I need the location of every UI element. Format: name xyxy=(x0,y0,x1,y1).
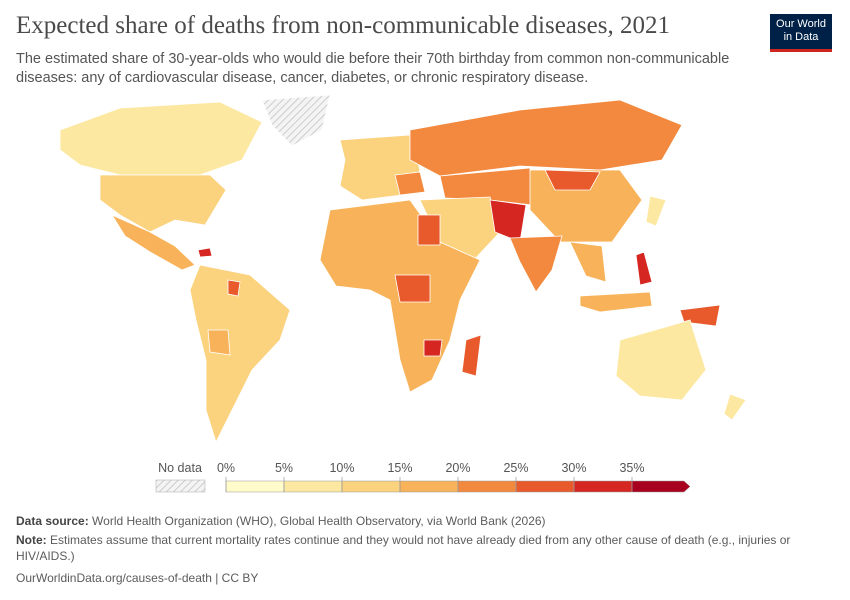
philippines[interactable] xyxy=(635,251,653,286)
balkans[interactable] xyxy=(394,171,426,196)
new-zealand[interactable] xyxy=(723,393,747,421)
legend-tick-label: 20% xyxy=(445,461,470,475)
logo[interactable]: Our World in Data xyxy=(770,14,832,52)
madagascar[interactable] xyxy=(461,334,482,377)
legend-bin xyxy=(399,480,459,493)
zimbabwe[interactable] xyxy=(423,339,443,357)
legend: 0% 5% 10% 15% 20% 25% 30% 35% xyxy=(217,461,691,493)
russia[interactable] xyxy=(409,99,683,177)
egypt[interactable] xyxy=(417,214,441,246)
southeast-asia[interactable] xyxy=(569,241,607,283)
legend-bin xyxy=(283,480,343,493)
subtitle: The estimated share of 30-year-olds who … xyxy=(16,51,730,86)
legend-tick-label: 35% xyxy=(619,461,644,475)
note: Note: Estimates assume that current mort… xyxy=(16,532,806,564)
legend-tick-label: 25% xyxy=(503,461,528,475)
indonesia[interactable] xyxy=(579,291,653,313)
caribbean[interactable] xyxy=(197,247,213,258)
logo-line: in Data xyxy=(783,31,819,43)
central-asia[interactable] xyxy=(439,167,533,206)
no-data-label: No data xyxy=(158,461,202,475)
usa[interactable] xyxy=(99,174,227,233)
legend-bin xyxy=(573,480,633,493)
japan[interactable] xyxy=(645,195,667,227)
legend-tick-label: 30% xyxy=(561,461,586,475)
note-text: Estimates assume that current mortality … xyxy=(16,533,791,563)
guyana[interactable] xyxy=(227,279,241,297)
legend-tick-label: 15% xyxy=(387,461,412,475)
legend-bin xyxy=(457,480,517,493)
legend-bin xyxy=(341,480,401,493)
legend-bin-open xyxy=(631,480,691,493)
source: Data source: World Health Organization (… xyxy=(16,513,816,529)
mongolia[interactable] xyxy=(544,169,601,191)
greenland[interactable] xyxy=(261,94,331,147)
legend-tick-label: 0% xyxy=(217,461,235,475)
australia[interactable] xyxy=(615,319,707,401)
central-africa[interactable] xyxy=(394,274,431,303)
bolivia[interactable] xyxy=(207,329,231,356)
india[interactable] xyxy=(509,235,563,293)
south-america[interactable] xyxy=(189,264,291,444)
mexico[interactable] xyxy=(110,214,196,271)
map: No data 0% 5% 10% 15% 20% 25% 30% 35% xyxy=(59,94,747,493)
logo-line: Our World xyxy=(776,18,826,30)
legend-tick-label: 5% xyxy=(275,461,293,475)
legend-bin xyxy=(225,480,285,493)
title: Expected share of deaths from non-commun… xyxy=(16,12,670,39)
no-data-swatch xyxy=(155,479,206,493)
countries xyxy=(59,94,747,444)
source-text: World Health Organization (WHO), Global … xyxy=(92,514,546,528)
note-label: Note: xyxy=(16,533,47,547)
legend-tick-label: 10% xyxy=(329,461,354,475)
legend-bin xyxy=(515,480,575,493)
source-label: Data source: xyxy=(16,514,89,528)
canada[interactable] xyxy=(59,101,263,176)
url[interactable]: OurWorldinData.org/causes-of-death | CC … xyxy=(16,571,259,585)
